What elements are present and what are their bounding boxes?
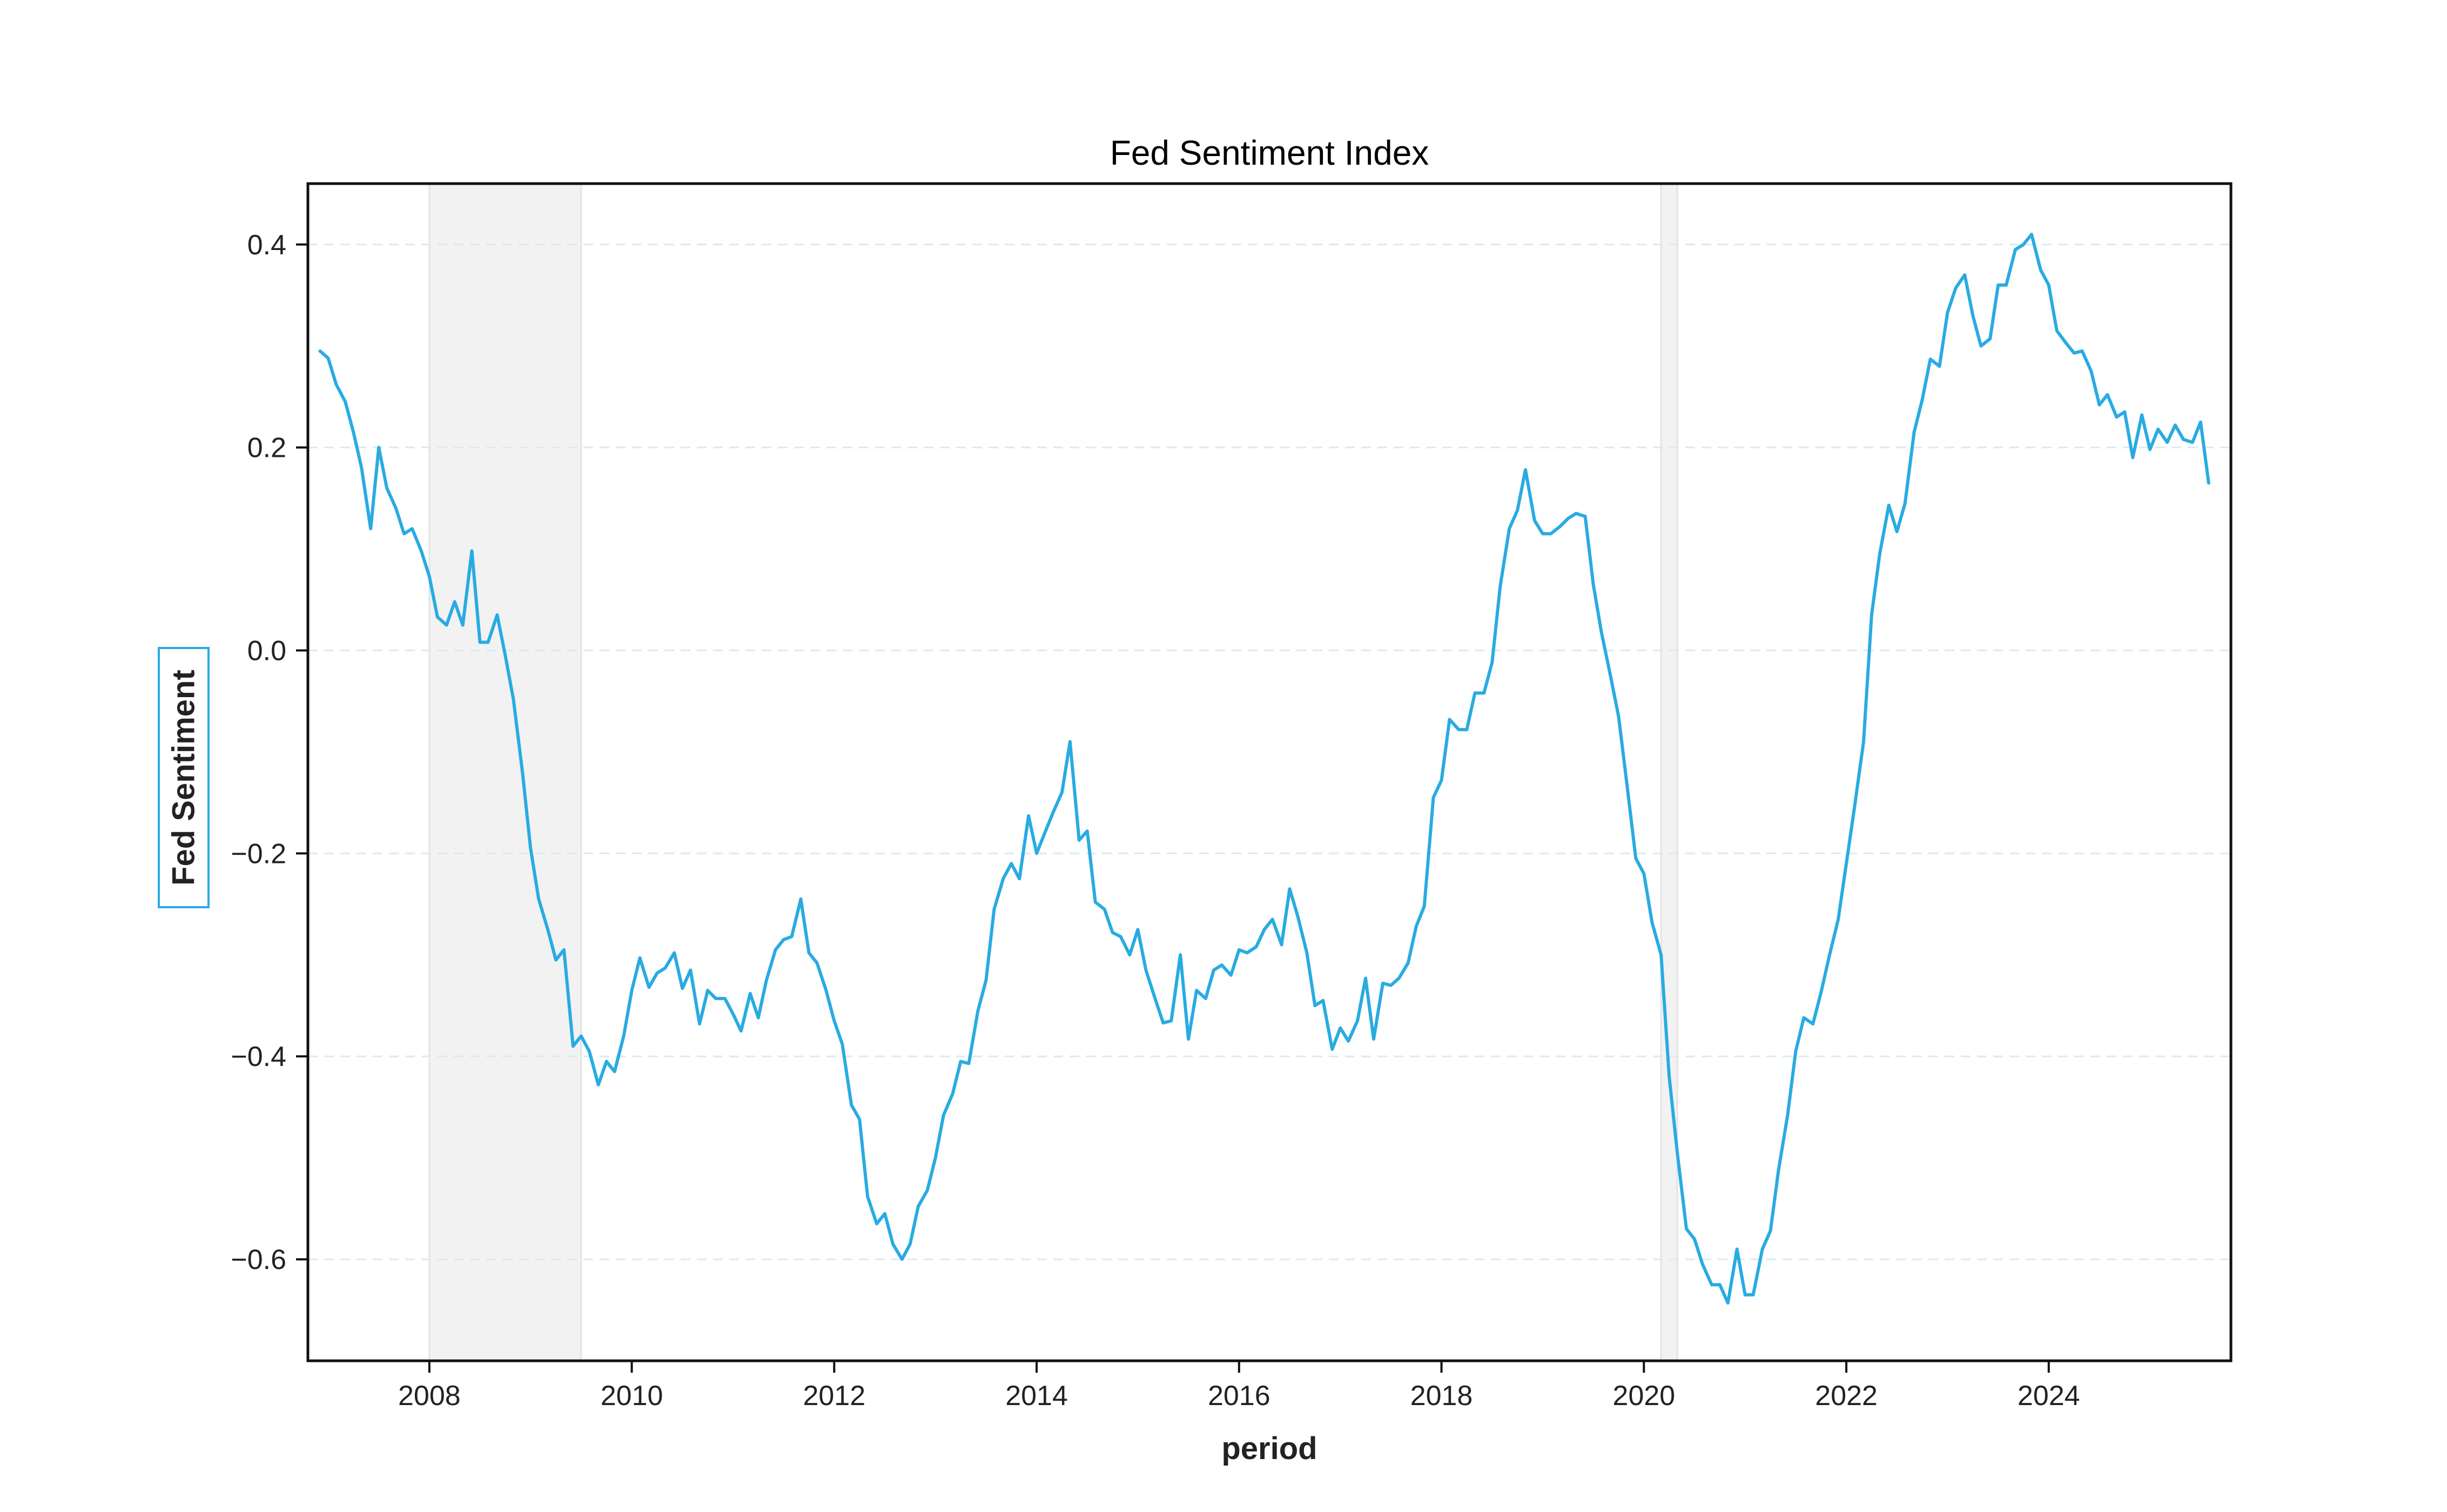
x-tick-label: 2018 xyxy=(1410,1380,1473,1412)
y-axis-label-frame xyxy=(158,647,210,908)
chart-title: Fed Sentiment Index xyxy=(1110,133,1429,172)
sentiment-line xyxy=(318,233,2210,1305)
x-tick-label: 2020 xyxy=(1612,1380,1675,1412)
y-tick-label: −0.6 xyxy=(231,1244,286,1275)
x-tick-label: 2010 xyxy=(601,1380,663,1412)
shaded-periods xyxy=(428,183,1678,1362)
y-axis-label-box: Fed Sentiment xyxy=(158,647,210,908)
shaded-period-1 xyxy=(428,183,582,1362)
y-tick-label: 0.2 xyxy=(247,433,286,464)
gridlines xyxy=(308,244,2231,1260)
y-tick-label: 0.4 xyxy=(247,230,286,261)
x-tick-label: 2024 xyxy=(2018,1380,2080,1412)
y-tick-label: −0.4 xyxy=(231,1041,286,1072)
x-tick-label: 2014 xyxy=(1005,1380,1068,1412)
y-tick-label: −0.2 xyxy=(231,838,286,869)
y-axis-ticks: 0.4 0.2 0.0 −0.2 −0.4 −0.6 xyxy=(231,230,308,1275)
shaded-period-2 xyxy=(1660,183,1678,1362)
x-tick-label: 2008 xyxy=(398,1380,461,1412)
x-tick-label: 2016 xyxy=(1208,1380,1270,1412)
plot-frame xyxy=(306,182,2233,1362)
y-axis-label: Fed Sentiment xyxy=(166,670,201,886)
x-tick-label: 2012 xyxy=(803,1380,865,1412)
y-tick-label: 0.0 xyxy=(247,635,286,666)
x-tick-label: 2022 xyxy=(1815,1380,1878,1412)
x-axis-label: period xyxy=(1221,1431,1317,1466)
x-axis-ticks: 2008 2010 2012 2014 2016 2018 2020 2022 2024 xyxy=(398,1361,2080,1412)
